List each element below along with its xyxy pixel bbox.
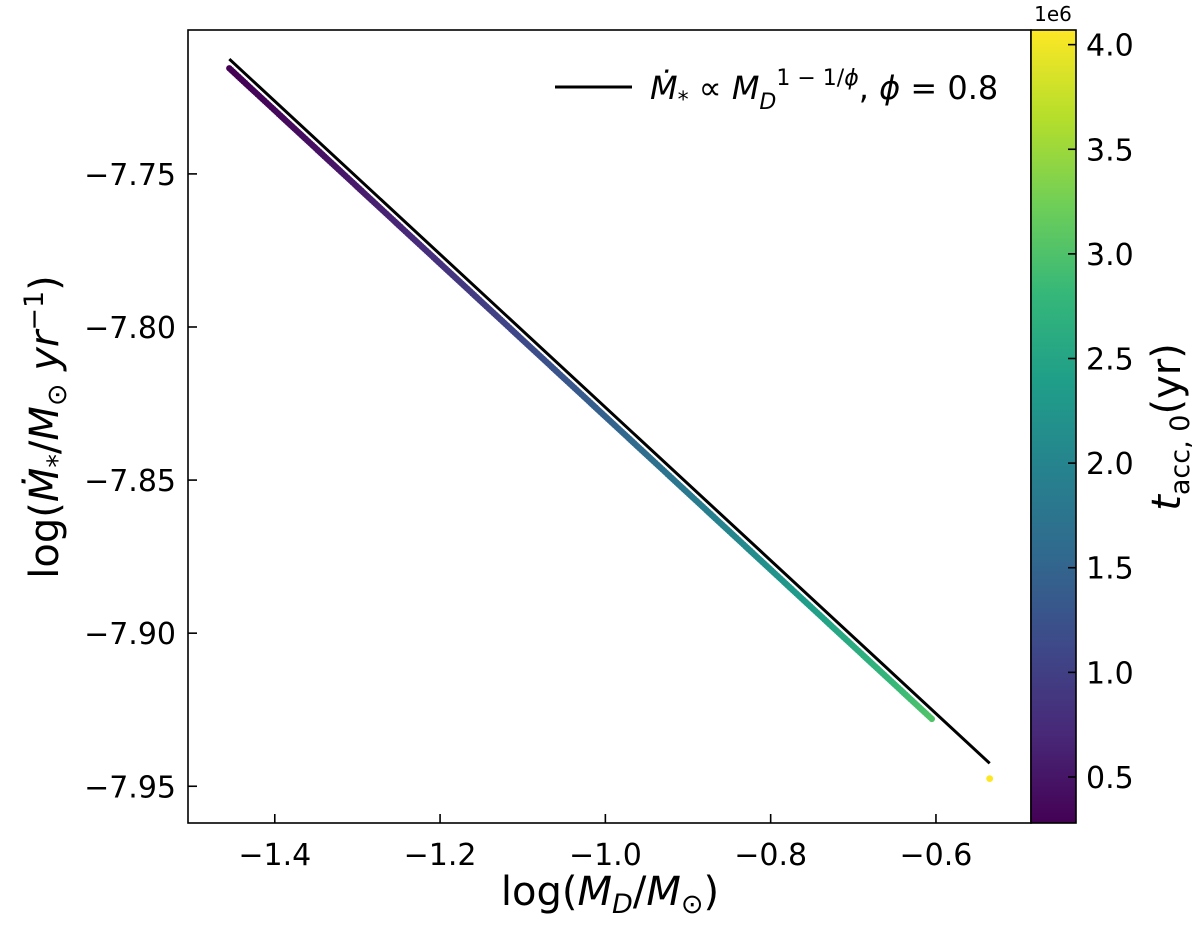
colorbar-frame <box>1030 29 1077 824</box>
colorbar-multiplier: 1e6 <box>1034 2 1072 26</box>
colorbar-axis: 0.5 1.0 1.5 2.0 2.5 3.0 3.5 4.0 <box>1068 29 1134 796</box>
legend: Ṁ* ∝ MD1 − 1/ϕ, ϕ = 0.8 <box>555 66 998 115</box>
colorbar-tick-label: 1.0 <box>1086 656 1134 691</box>
x-axis: −1.4 −1.2 −1.0 −0.8 −0.6 <box>238 814 972 873</box>
colorbar-tick-label: 3.0 <box>1086 238 1134 273</box>
y-axis-label: log(Ṁ*/M⊙ yr−1) <box>19 275 73 579</box>
x-axis-label: log(MD/M⊙) <box>501 869 719 920</box>
y-tick-label: −7.90 <box>84 617 176 652</box>
scatter-point <box>928 715 936 723</box>
colorbar-tick-label: 2.0 <box>1086 447 1134 482</box>
colorbar-tick-label: 4.0 <box>1086 29 1134 64</box>
colorbar-label: tacc, 0(yr) <box>1144 343 1196 511</box>
x-tick-label: −0.6 <box>900 838 973 873</box>
scatter-point-outlier <box>986 775 994 783</box>
x-tick-label: −1.4 <box>238 838 311 873</box>
y-axis: −7.95 −7.90 −7.85 −7.80 −7.75 <box>84 158 197 805</box>
y-tick-label: −7.75 <box>84 158 176 193</box>
legend-label: Ṁ* ∝ MD1 − 1/ϕ, ϕ = 0.8 <box>650 66 998 115</box>
colorbar-tick-label: 3.5 <box>1086 133 1134 168</box>
colorbar-tick-label: 0.5 <box>1086 761 1134 796</box>
y-tick-label: −7.95 <box>84 770 176 805</box>
scatter-points <box>226 65 994 783</box>
colorbar-tick-label: 2.5 <box>1086 342 1134 377</box>
colorbar-tick-label: 1.5 <box>1086 552 1134 587</box>
x-tick-label: −1.2 <box>404 838 477 873</box>
colorbar <box>1031 30 1076 823</box>
x-tick-label: −1.0 <box>569 838 642 873</box>
y-tick-label: −7.80 <box>84 311 176 346</box>
x-tick-label: −0.8 <box>734 838 807 873</box>
y-tick-label: −7.85 <box>84 464 176 499</box>
fit-line <box>228 57 991 765</box>
